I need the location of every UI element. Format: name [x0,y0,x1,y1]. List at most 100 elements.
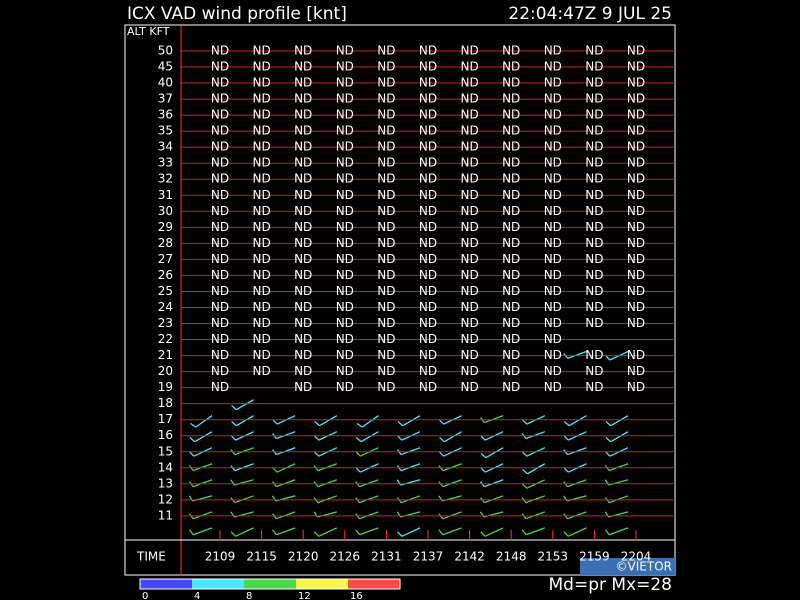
altitude-label: 18 [158,396,173,410]
no-data: ND [252,236,270,250]
no-data: ND [377,380,395,394]
no-data: ND [502,220,520,234]
scale-label: 0 [142,591,148,600]
no-data: ND [377,268,395,282]
no-data: ND [585,220,603,234]
no-data: ND [294,124,312,138]
altitude-label: 33 [158,156,173,170]
no-data: ND [585,60,603,74]
no-data: ND [252,92,270,106]
no-data: ND [544,300,562,314]
no-data: ND [336,204,354,218]
no-data: ND [585,204,603,218]
altitude-label: 12 [158,492,173,506]
no-data: ND [502,268,520,282]
no-data: ND [336,92,354,106]
no-data: ND [627,316,645,330]
no-data: ND [460,348,478,362]
no-data: ND [419,156,437,170]
altitude-label: 17 [158,412,173,426]
no-data: ND [252,124,270,138]
time-label: 2120 [288,550,319,564]
no-data: ND [377,108,395,122]
no-data: ND [377,60,395,74]
no-data: ND [460,188,478,202]
no-data: ND [419,188,437,202]
no-data: ND [211,140,229,154]
no-data: ND [544,252,562,266]
no-data: ND [294,300,312,314]
no-data: ND [544,268,562,282]
no-data: ND [460,156,478,170]
no-data: ND [336,364,354,378]
no-data: ND [460,284,478,298]
no-data: ND [336,236,354,250]
no-data: ND [544,172,562,186]
no-data: ND [419,140,437,154]
no-data: ND [419,348,437,362]
no-data: ND [544,188,562,202]
no-data: ND [627,188,645,202]
no-data: ND [211,284,229,298]
credit: ©VIETOR [616,560,672,574]
no-data: ND [377,332,395,346]
no-data: ND [585,268,603,282]
no-data: ND [502,236,520,250]
altitude-label: 24 [158,300,173,314]
no-data: ND [336,156,354,170]
no-data: ND [419,204,437,218]
no-data: ND [252,204,270,218]
time-label: 2159 [579,550,610,564]
no-data: ND [294,76,312,90]
no-data: ND [627,348,645,362]
no-data: ND [252,60,270,74]
no-data: ND [294,156,312,170]
no-data: ND [252,188,270,202]
altitude-label: 16 [158,428,173,442]
no-data: ND [585,364,603,378]
no-data: ND [294,44,312,58]
wind-barb [480,527,504,537]
no-data: ND [211,44,229,58]
time-label: 2115 [246,550,277,564]
no-data: ND [377,204,395,218]
no-data: ND [460,300,478,314]
no-data: ND [544,220,562,234]
time-label: 2131 [371,550,402,564]
altitude-label: 36 [158,108,173,122]
scale-label: 8 [246,591,252,600]
no-data: ND [211,60,229,74]
no-data: ND [211,332,229,346]
no-data: ND [336,140,354,154]
no-data: ND [627,140,645,154]
no-data: ND [252,220,270,234]
no-data: ND [544,156,562,170]
no-data: ND [627,300,645,314]
altitude-label: 21 [158,348,173,362]
no-data: ND [627,364,645,378]
no-data: ND [377,284,395,298]
no-data: ND [211,252,229,266]
no-data: ND [502,124,520,138]
no-data: ND [627,220,645,234]
no-data: ND [211,380,229,394]
no-data: ND [336,252,354,266]
no-data: ND [211,156,229,170]
wind-barb [230,527,254,537]
no-data: ND [294,236,312,250]
no-data: ND [377,124,395,138]
time-label: 2204 [621,550,652,564]
altitude-label: 11 [158,508,173,522]
no-data: ND [460,76,478,90]
no-data: ND [460,92,478,106]
time-label: 2126 [330,550,361,564]
no-data: ND [460,60,478,74]
no-data: ND [502,300,520,314]
no-data: ND [377,316,395,330]
altitude-label: 40 [158,76,173,90]
no-data: ND [585,300,603,314]
no-data: ND [252,108,270,122]
no-data: ND [627,172,645,186]
no-data: ND [294,172,312,186]
no-data: ND [377,44,395,58]
